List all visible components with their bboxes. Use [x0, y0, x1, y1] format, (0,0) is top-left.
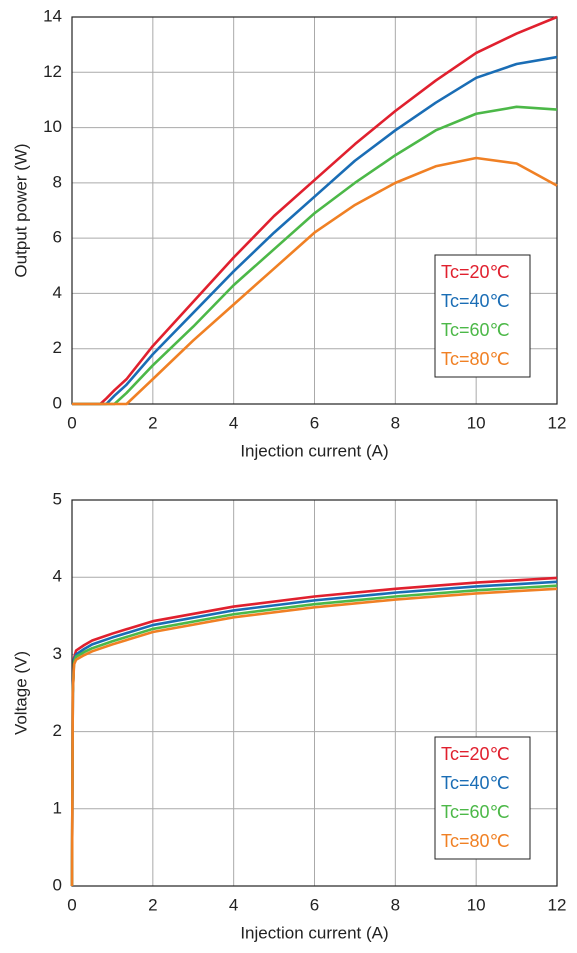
legend-label: Tc=40℃ — [441, 291, 510, 311]
y-tick-label: 3 — [53, 644, 62, 663]
legend-label: Tc=40℃ — [441, 773, 510, 793]
x-tick-label: 10 — [467, 895, 486, 914]
series-line — [72, 15, 558, 406]
legend-label: Tc=20℃ — [441, 744, 510, 764]
legend-label: Tc=80℃ — [441, 831, 510, 851]
x-tick-label: 12 — [548, 413, 567, 432]
series-line — [72, 156, 558, 406]
y-axis-label: Voltage (V) — [11, 651, 30, 735]
x-tick-label: 0 — [67, 413, 76, 432]
x-tick-label: 8 — [391, 895, 400, 914]
plot-frame — [71, 16, 558, 405]
x-tick-label: 2 — [148, 895, 157, 914]
y-tick-label: 0 — [53, 875, 62, 894]
y-tick-label: 1 — [53, 798, 62, 817]
legend-label: Tc=60℃ — [441, 802, 510, 822]
legend: Tc=20℃ Tc=40℃ Tc=60℃ Tc=80℃ — [434, 736, 531, 860]
y-tick-label: 2 — [53, 338, 62, 357]
x-tick-label: 6 — [310, 895, 319, 914]
legend-box — [434, 736, 531, 860]
x-tick-label: 12 — [548, 895, 567, 914]
x-tick-label: 6 — [310, 413, 319, 432]
legend: Tc=20℃ Tc=40℃ Tc=60℃ Tc=80℃ — [434, 254, 531, 378]
y-tick-label: 5 — [53, 489, 62, 508]
y-tick-label: 8 — [53, 172, 62, 191]
x-tick-label: 8 — [391, 413, 400, 432]
legend-label: Tc=80℃ — [441, 349, 510, 369]
legend-label: Tc=60℃ — [441, 320, 510, 340]
series-line — [72, 55, 558, 406]
y-tick-label: 12 — [43, 62, 62, 81]
chart: 0 2 4 6 8 10 12 0 2 4 6 8 10 12 14 Injection current (A… — [11, 6, 566, 460]
y-tick-label: 2 — [53, 721, 62, 740]
x-tick-label: 4 — [229, 413, 238, 432]
x-tick-label: 0 — [67, 895, 76, 914]
x-axis-label: Injection current (A) — [240, 923, 388, 942]
y-tick-label: 4 — [53, 283, 62, 302]
series-line — [70, 587, 558, 887]
y-tick-label: 10 — [43, 117, 62, 136]
legend-box — [434, 254, 531, 378]
y-tick-label: 6 — [53, 228, 62, 247]
x-axis-label: Injection current (A) — [240, 441, 388, 460]
y-tick-label: 4 — [53, 567, 62, 586]
y-tick-label: 0 — [53, 393, 62, 412]
y-axis-label: Output power (W) — [11, 143, 30, 277]
legend-label: Tc=20℃ — [441, 262, 510, 282]
x-tick-label: 4 — [229, 895, 238, 914]
y-tick-label: 14 — [43, 6, 62, 25]
x-tick-label: 2 — [148, 413, 157, 432]
x-tick-label: 10 — [467, 413, 486, 432]
